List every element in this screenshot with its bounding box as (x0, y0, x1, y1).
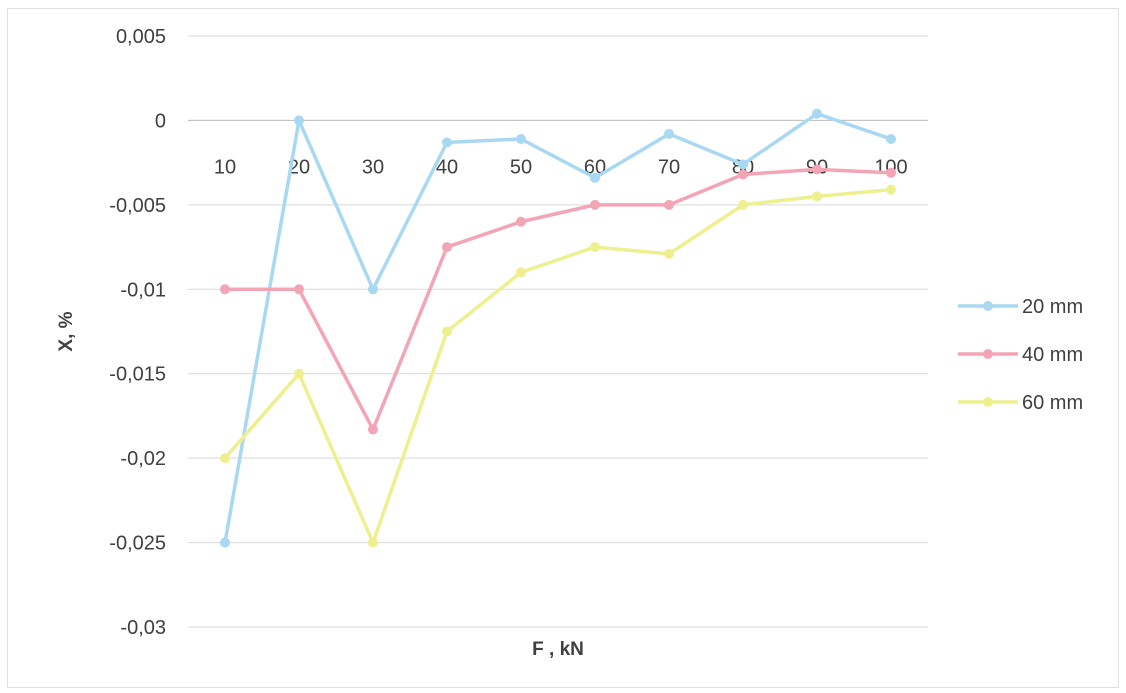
legend-item: 40 mm (958, 344, 1083, 366)
data-point (590, 242, 600, 253)
data-point (294, 115, 304, 126)
data-point (516, 216, 526, 227)
y-tick-label: -0,02 (120, 448, 166, 470)
legend-swatch-marker (983, 349, 993, 359)
data-point (442, 137, 452, 148)
data-point (738, 199, 748, 210)
series-line (223, 167, 893, 432)
y-tick-label: -0,03 (120, 617, 166, 639)
legend-item: 20 mm (958, 296, 1083, 318)
legend: 20 mm 40 mm 60 mm (958, 296, 1083, 414)
y-axis-tick-labels: 0,005 0 -0,005 -0,01 -0,015 -0,02 -0,025 -0,03 (109, 26, 166, 639)
x-axis-tick-labels: 102030405060708090100 (214, 156, 908, 178)
data-point (442, 242, 452, 253)
data-point (590, 172, 600, 183)
legend-swatch-marker (983, 397, 993, 407)
data-point (812, 108, 822, 119)
y-tick-label: -0,015 (109, 364, 166, 386)
legend-item: 60 mm (958, 392, 1083, 414)
data-point (886, 167, 896, 178)
data-point (664, 128, 674, 139)
data-point (886, 134, 896, 145)
chart-frame (7, 8, 1119, 688)
y-axis-title: X, % (56, 311, 77, 351)
series-20-mm (220, 108, 896, 548)
data-point (516, 134, 526, 145)
data-point (738, 169, 748, 180)
data-point (368, 537, 378, 548)
y-tick-label: 0,005 (116, 26, 166, 48)
data-point (664, 199, 674, 210)
x-tick-label: 70 (658, 156, 680, 178)
y-tick-label: -0,005 (109, 195, 166, 217)
data-point (442, 326, 452, 337)
data-point (812, 164, 822, 175)
data-point (886, 184, 896, 195)
legend-label: 40 mm (1022, 344, 1083, 366)
y-tick-label: -0,01 (120, 279, 166, 301)
data-point (368, 284, 378, 295)
y-tick-label: -0,025 (109, 533, 166, 555)
x-tick-label: 10 (214, 156, 236, 178)
series-60-mm (220, 184, 896, 548)
data-point (294, 284, 304, 295)
x-tick-label: 40 (436, 156, 458, 178)
data-point (368, 424, 378, 435)
legend-swatch-marker (983, 301, 993, 311)
data-point (220, 453, 230, 464)
data-point (220, 284, 230, 295)
data-point (294, 368, 304, 379)
x-tick-label: 50 (510, 156, 532, 178)
x-axis-title: F , kN (532, 639, 584, 660)
data-point (220, 537, 230, 548)
y-tick-label: 0 (155, 110, 166, 132)
data-point (812, 191, 822, 202)
series-line (223, 111, 893, 545)
series-40-mm (220, 164, 896, 435)
x-tick-label: 30 (362, 156, 384, 178)
data-point (590, 199, 600, 210)
legend-label: 20 mm (1022, 296, 1083, 318)
legend-label: 60 mm (1022, 392, 1083, 414)
series-lines (220, 108, 896, 548)
series-line (223, 187, 893, 545)
data-point (664, 248, 674, 259)
data-point (516, 267, 526, 278)
data-point (738, 159, 748, 170)
